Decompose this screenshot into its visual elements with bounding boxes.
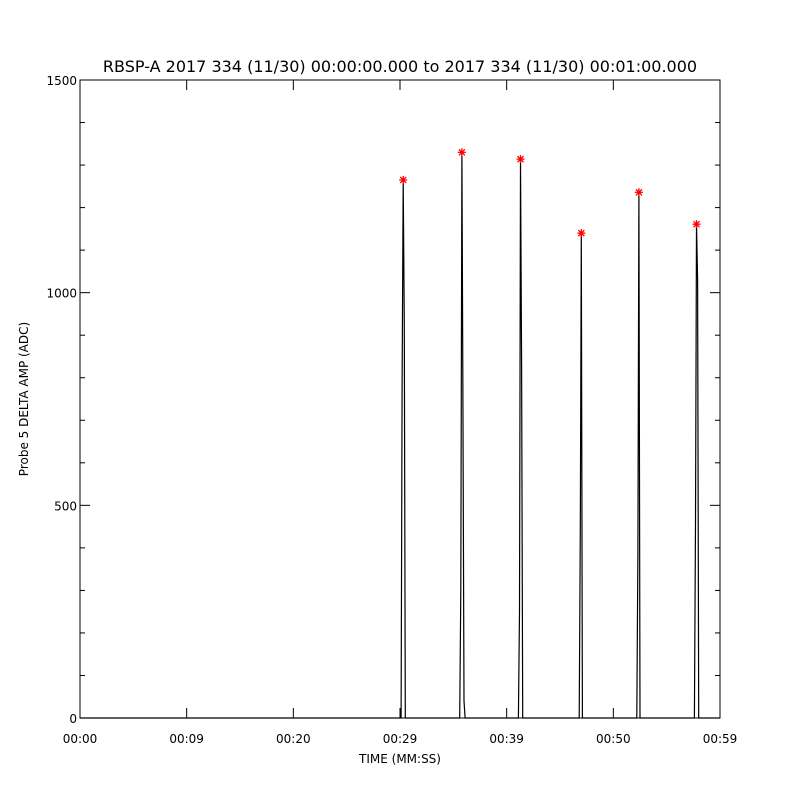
plot-frame bbox=[79, 79, 721, 719]
x-tick-label: 00:09 bbox=[169, 732, 204, 746]
x-tick-label: 00:59 bbox=[703, 732, 738, 746]
peak-marker bbox=[399, 175, 408, 184]
peak-marker bbox=[516, 155, 525, 164]
y-tick-label: 0 bbox=[69, 712, 77, 726]
y-axis-label: Probe 5 DELTA AMP (ADC) bbox=[17, 322, 31, 476]
x-tick-label: 00:29 bbox=[383, 732, 418, 746]
peak-marker bbox=[634, 188, 643, 197]
chart-title: RBSP-A 2017 334 (11/30) 00:00:00.000 to … bbox=[103, 57, 697, 76]
x-axis-label: TIME (MM:SS) bbox=[358, 752, 441, 766]
peak-marker bbox=[457, 148, 466, 157]
x-tick-label: 00:00 bbox=[63, 732, 98, 746]
x-tick-label: 00:39 bbox=[489, 732, 524, 746]
y-tick-label: 1500 bbox=[46, 74, 77, 88]
data-trace-line bbox=[80, 152, 720, 719]
peak-marker bbox=[692, 220, 701, 229]
peak-marker bbox=[577, 229, 586, 238]
x-tick-label: 00:50 bbox=[596, 732, 631, 746]
y-tick-label: 500 bbox=[54, 499, 77, 513]
y-tick-label: 1000 bbox=[46, 287, 77, 301]
x-tick-label: 00:20 bbox=[276, 732, 311, 746]
